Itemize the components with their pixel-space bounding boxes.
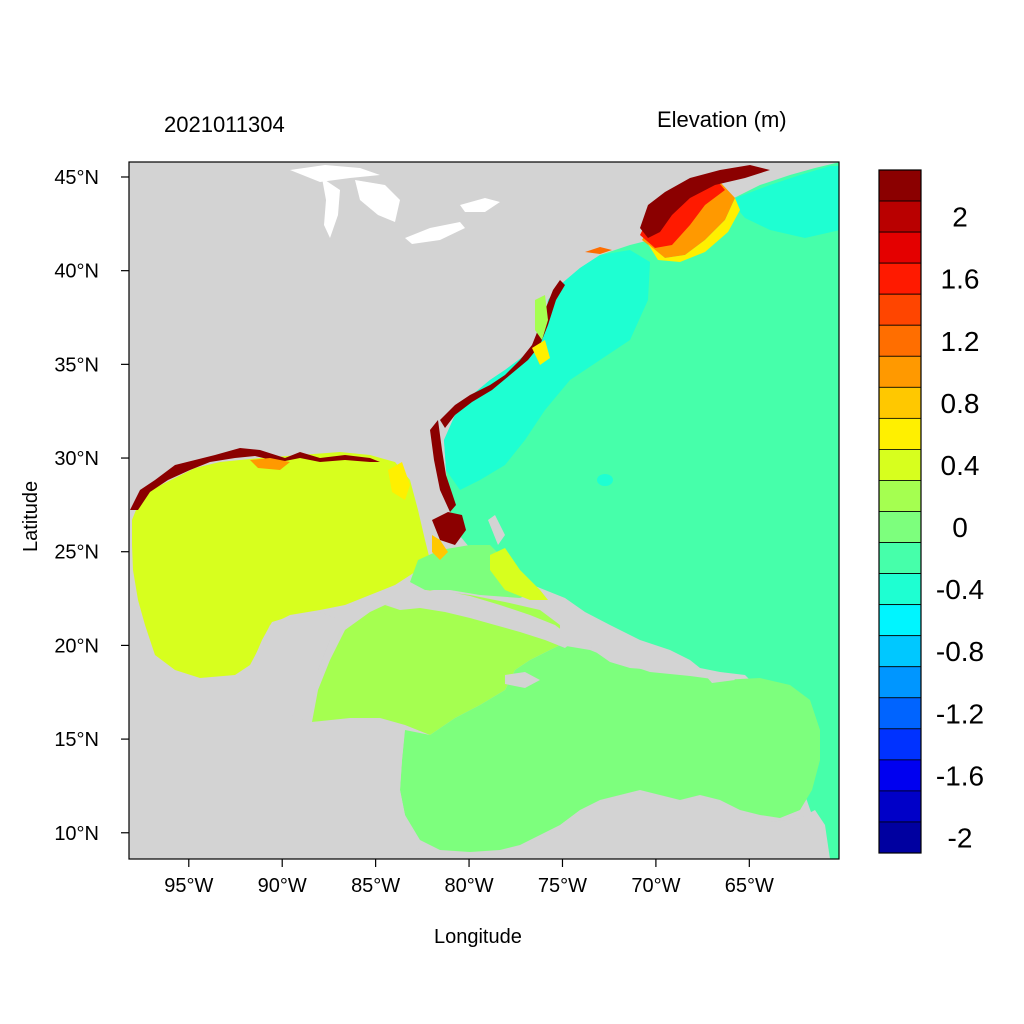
- x-axis-title: Longitude: [434, 926, 522, 948]
- variable-label: Elevation (m): [657, 107, 787, 132]
- colorbar-swatch: [878, 169, 922, 202]
- colorbar-swatch: [878, 635, 922, 668]
- y-axis-title: Latitude: [20, 480, 42, 552]
- y-tick-label: 20°N: [54, 635, 99, 657]
- florida-coast-surge: [430, 420, 456, 512]
- yucatan: [235, 612, 335, 722]
- y-tick-label: 15°N: [54, 729, 99, 751]
- colorbar-swatch: [878, 200, 922, 233]
- shelf-patch: [597, 474, 613, 486]
- colorbar-label: -2: [948, 822, 973, 853]
- cuba: [385, 590, 575, 648]
- surge-peak: [640, 165, 770, 238]
- colorbar-swatch: [878, 324, 922, 357]
- south-america: [400, 795, 830, 859]
- lake-erie: [405, 222, 465, 244]
- x-tick-label: 70°W: [631, 875, 680, 897]
- colorbar-label: 1.6: [941, 264, 980, 295]
- colorbar: 2 1.6 1.2 0.8 0.4 0 -0.4 -0.8 -1.2 -1.6 -2: [878, 169, 984, 854]
- date-label: 2021011304: [164, 112, 285, 137]
- y-axis: 10°N 15°N 20°N 25°N 30°N 35°N 40°N 45°N: [54, 167, 129, 845]
- hispaniola: [590, 642, 672, 670]
- y-tick-label: 30°N: [54, 448, 99, 470]
- colorbar-swatch: [878, 480, 922, 512]
- map-panel: [129, 162, 839, 859]
- bahamas: [488, 515, 505, 545]
- colorbar-label: 0.8: [941, 388, 980, 419]
- colorbar-label: -1.2: [936, 698, 984, 729]
- florida-surge: [432, 512, 466, 545]
- lake-michigan: [322, 178, 340, 238]
- florida-surge-fringe: [432, 535, 448, 560]
- jamaica: [505, 672, 540, 688]
- y-tick-label: 35°N: [54, 354, 99, 376]
- chesapeake-zone: [535, 295, 548, 340]
- colorbar-label: -0.8: [936, 636, 984, 667]
- colorbar-swatch: [878, 417, 922, 450]
- surge-red-band: [640, 178, 725, 248]
- map-frame: [128, 161, 840, 860]
- surge-yellow-edge: [648, 198, 740, 262]
- caribbean-west: [312, 590, 560, 735]
- florida-west-surge: [388, 462, 410, 500]
- gulf-of-mexico: [132, 452, 430, 678]
- colorbar-swatch: [878, 604, 922, 637]
- caribbean-east: [400, 645, 820, 852]
- x-tick-label: 65°W: [725, 875, 774, 897]
- lake-huron: [355, 180, 400, 222]
- colorbar-swatch: [878, 666, 922, 699]
- x-tick-label: 90°W: [258, 875, 307, 897]
- colorbar-swatch: [878, 511, 922, 543]
- lake-superior: [290, 165, 380, 182]
- pamlico-zone: [532, 340, 550, 365]
- gulf-coast-marsh: [130, 448, 380, 510]
- x-tick-label: 75°W: [538, 875, 587, 897]
- colorbar-swatch: [878, 293, 922, 326]
- y-tick-label: 45°N: [54, 167, 99, 189]
- colorbar-label: -0.4: [936, 574, 984, 605]
- colorbar-swatch: [878, 262, 922, 295]
- colorbar-swatch: [878, 542, 922, 574]
- colorbar-swatch: [878, 790, 922, 823]
- central-america: [129, 718, 420, 859]
- colorbar-swatch: [878, 386, 922, 419]
- x-tick-label: 85°W: [351, 875, 400, 897]
- colorbar-frame: [878, 169, 922, 854]
- atlantic-coast-marsh: [440, 280, 565, 428]
- bahamas-bank: [490, 548, 548, 600]
- atlantic-shelf-zone: [444, 250, 650, 490]
- colorbar-swatch: [878, 759, 922, 792]
- colorbar-swatch: [878, 728, 922, 761]
- puerto-rico: [705, 673, 735, 683]
- y-tick-label: 10°N: [54, 823, 99, 845]
- colorbar-swatch: [878, 821, 922, 854]
- x-axis: 95°W 90°W 85°W 80°W 75°W 70°W 65°W: [164, 859, 774, 897]
- colorbar-label: 2: [952, 202, 968, 233]
- colorbar-swatch: [878, 573, 922, 606]
- y-tick-label: 25°N: [54, 542, 99, 564]
- colorbar-swatch: [878, 355, 922, 388]
- colorbar-label: 0: [952, 512, 968, 543]
- colorbar-swatch: [878, 231, 922, 264]
- lake-ontario: [460, 198, 500, 212]
- colorbar-swatch: [878, 697, 922, 730]
- x-tick-label: 95°W: [164, 875, 213, 897]
- colorbar-label: 0.4: [941, 450, 980, 481]
- x-tick-label: 80°W: [444, 875, 493, 897]
- colorbar-label: -1.6: [936, 760, 984, 791]
- y-tick-label: 40°N: [54, 261, 99, 283]
- colorbar-label: 1.2: [941, 326, 980, 357]
- nova-scotia-shelf: [730, 166, 839, 238]
- colorbar-swatch: [878, 449, 922, 481]
- louisiana-surge: [250, 458, 290, 470]
- long-island-surge: [585, 247, 612, 254]
